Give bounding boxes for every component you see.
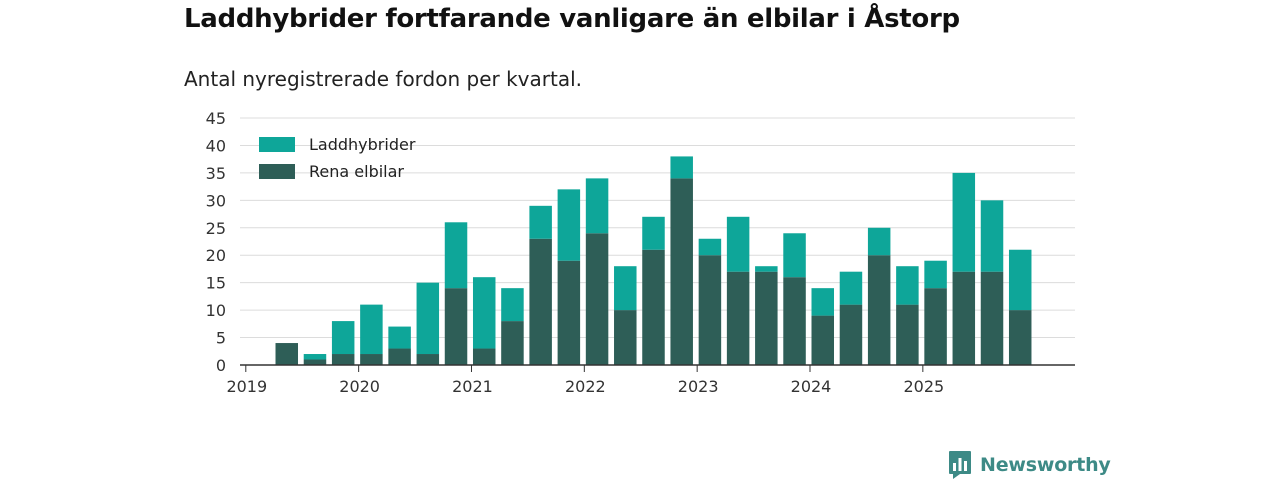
bar-laddhybrider xyxy=(811,288,834,316)
bar-rena-elbilar xyxy=(614,310,637,365)
y-tick-label: 40 xyxy=(206,136,226,155)
chart-subtitle: Antal nyregistrerade fordon per kvartal. xyxy=(184,67,583,91)
bar-laddhybrider xyxy=(755,266,778,272)
bar-laddhybrider xyxy=(952,172,976,272)
y-tick-label: 20 xyxy=(206,246,226,265)
bar-laddhybrider xyxy=(416,282,440,355)
x-tick-label: 2024 xyxy=(791,377,832,396)
bar-rena-elbilar xyxy=(529,238,552,365)
bar-rena-elbilar xyxy=(642,249,665,365)
bar-laddhybrider xyxy=(670,156,693,179)
bar-rena-elbilar xyxy=(670,178,693,365)
y-tick-label: 0 xyxy=(216,356,226,375)
bar-laddhybrider xyxy=(642,216,665,250)
bar-laddhybrider xyxy=(585,178,609,234)
bar-rena-elbilar xyxy=(1008,310,1032,365)
bar-rena-elbilar xyxy=(557,260,581,365)
bars xyxy=(275,156,1032,365)
y-tick-label: 5 xyxy=(216,329,226,348)
y-tick-label: 30 xyxy=(206,191,226,210)
bar-rena-elbilar xyxy=(755,271,778,365)
bar-rena-elbilar xyxy=(980,271,1004,365)
bar-laddhybrider xyxy=(557,189,581,261)
bar-laddhybrider xyxy=(388,326,411,349)
x-tick-label: 2023 xyxy=(678,377,719,396)
x-tick-label: 2022 xyxy=(565,377,606,396)
y-tick-label: 25 xyxy=(206,219,226,238)
bar-rena-elbilar xyxy=(360,354,383,365)
bar-laddhybrider xyxy=(501,288,524,322)
bar-laddhybrider xyxy=(331,321,355,355)
bar-rena-elbilar xyxy=(924,288,947,365)
bar-laddhybrider xyxy=(783,233,806,278)
legend: Laddhybrider Rena elbilar xyxy=(259,135,416,181)
bar-laddhybrider xyxy=(1008,249,1032,311)
newsworthy-logo-icon xyxy=(949,451,971,479)
x-tick-label: 2019 xyxy=(226,377,267,396)
x-tick-label: 2021 xyxy=(452,377,493,396)
bar-rena-elbilar xyxy=(867,255,891,365)
chart-title: Laddhybrider fortfarande vanligare än el… xyxy=(184,4,960,34)
bar-laddhybrider xyxy=(444,222,468,289)
bar-laddhybrider xyxy=(303,354,327,360)
bar-laddhybrider xyxy=(867,227,891,256)
legend-label-rena-elbilar: Rena elbilar xyxy=(309,162,404,181)
bar-rena-elbilar xyxy=(952,271,976,365)
bar-laddhybrider xyxy=(924,260,947,289)
bar-laddhybrider xyxy=(980,200,1004,272)
bar-laddhybrider xyxy=(472,277,496,349)
bar-laddhybrider xyxy=(614,266,637,311)
bar-rena-elbilar xyxy=(303,359,327,365)
bar-rena-elbilar xyxy=(501,321,524,365)
bar-rena-elbilar xyxy=(783,277,806,365)
bar-rena-elbilar xyxy=(896,304,919,365)
x-axis: 2019 2020 2021 2022 2023 2024 2025 xyxy=(226,364,1075,396)
y-tick-label: 45 xyxy=(206,109,226,128)
bar-laddhybrider xyxy=(360,304,383,355)
legend-swatch-rena-elbilar xyxy=(259,164,295,179)
y-tick-label: 15 xyxy=(206,274,226,293)
bar-rena-elbilar xyxy=(275,343,299,365)
bar-laddhybrider xyxy=(839,271,863,305)
bar-laddhybrider xyxy=(529,205,552,239)
y-axis-ticks: 0 5 10 15 20 25 30 35 40 45 xyxy=(206,109,226,375)
x-tick-label: 2020 xyxy=(339,377,380,396)
bar-rena-elbilar xyxy=(416,354,440,365)
bar-rena-elbilar xyxy=(472,348,496,365)
y-tick-label: 35 xyxy=(206,164,226,183)
x-tick-label: 2025 xyxy=(903,377,944,396)
bar-laddhybrider xyxy=(896,266,919,305)
bar-rena-elbilar xyxy=(698,255,722,365)
bar-rena-elbilar xyxy=(726,271,750,365)
legend-label-laddhybrider: Laddhybrider xyxy=(309,135,416,154)
brand-name: Newsworthy xyxy=(980,454,1111,476)
bar-rena-elbilar xyxy=(811,315,834,365)
bar-laddhybrider xyxy=(726,216,750,272)
bar-rena-elbilar xyxy=(331,354,355,365)
bar-rena-elbilar xyxy=(388,348,411,365)
bar-laddhybrider xyxy=(698,238,722,256)
brand[interactable]: Newsworthy xyxy=(948,450,1111,480)
bar-rena-elbilar xyxy=(839,304,863,365)
bar-rena-elbilar xyxy=(444,288,468,365)
bar-rena-elbilar xyxy=(585,233,609,365)
y-tick-label: 10 xyxy=(206,301,226,320)
legend-swatch-laddhybrider xyxy=(259,137,295,152)
